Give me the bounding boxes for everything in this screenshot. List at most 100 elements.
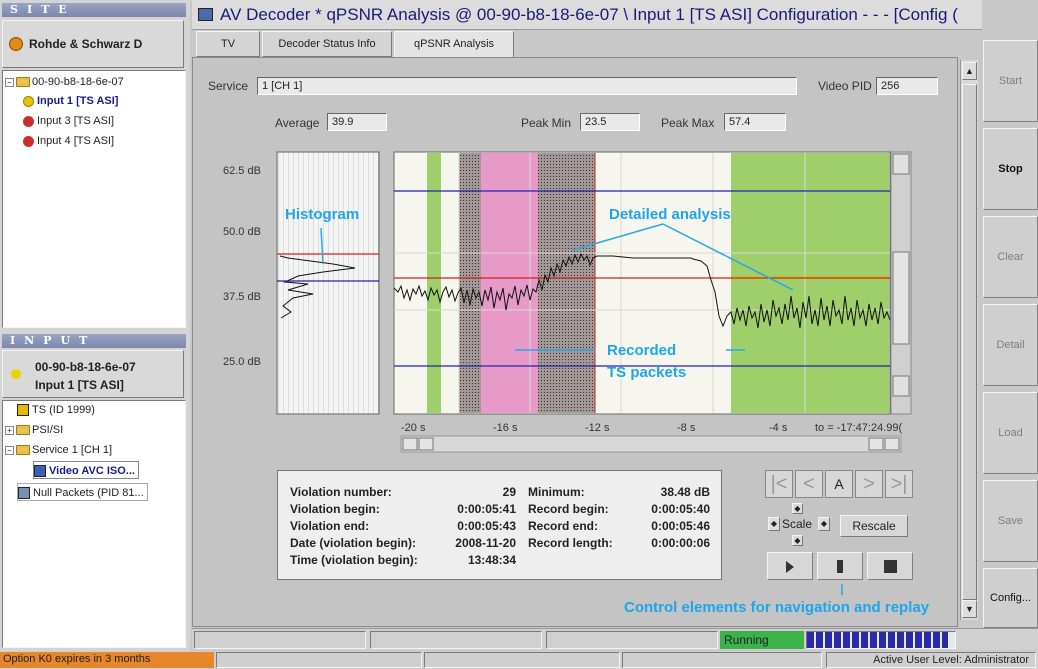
scroll-thumb[interactable] [962, 84, 977, 600]
selected-site-label: Rohde & Schwarz D [29, 37, 143, 51]
selected-input-line1: 00-90-b8-18-6e-07 [35, 360, 136, 374]
grey-band [459, 153, 481, 413]
scroll-left-icon[interactable] [418, 437, 434, 451]
site-tree: − 00-90-b8-18-6e-07 Input 1 [TS ASI] Inpu… [2, 70, 186, 328]
tab-tv[interactable]: TV [196, 31, 260, 57]
scroll-left-fast-icon[interactable] [402, 437, 418, 451]
x-tick-label: -4 s [769, 422, 788, 434]
green-band [427, 153, 441, 413]
tree-node[interactable]: − Service 1 [CH 1] [5, 441, 112, 459]
nav-prev-button[interactable]: < [795, 470, 823, 498]
tree-node-label: Video AVC ISO... [49, 465, 135, 477]
load-button[interactable]: Load [983, 392, 1038, 474]
selected-input-line2: Input 1 [TS ASI] [35, 378, 124, 392]
nav-first-button[interactable]: |< [765, 470, 793, 498]
peak-max-label: Peak Max [661, 116, 715, 130]
folder-icon [16, 77, 30, 88]
tree-node-label: Input 3 [TS ASI] [37, 115, 115, 127]
tab-decoder-status-info[interactable]: Decoder Status Info [262, 31, 392, 57]
violation-end-label: Violation end: [290, 519, 370, 533]
tree-node[interactable]: + PSI/SI [5, 421, 63, 439]
chart-scroll-thumb[interactable] [892, 251, 910, 345]
expand-icon[interactable]: + [5, 425, 14, 435]
scroll-right-icon[interactable] [868, 437, 884, 451]
pause-icon [837, 560, 843, 573]
tree-node[interactable]: Input 3 [TS ASI] [23, 112, 114, 130]
callout-line [662, 223, 794, 291]
controls-callout: Control elements for navigation and repl… [624, 584, 930, 616]
minimum-value: 38.48 dB [660, 485, 710, 499]
status-cell [622, 652, 822, 668]
left-panel: SITE Rohde & Schwarz D − 00-90-b8-18-6e-0… [0, 0, 190, 651]
tree-node-selected[interactable]: Input 1 [TS ASI] [23, 92, 118, 110]
qpsnr-chart: 62.5 dB 50.0 dB 37.5 dB 25.0 dB -20 s -1… [223, 151, 912, 453]
violation-time-label: Time (violation begin): [290, 553, 418, 567]
chart-horizontal-scrollbar[interactable] [400, 435, 902, 453]
chart-scroll-down-icon[interactable] [892, 375, 910, 397]
save-button[interactable]: Save [983, 480, 1038, 562]
play-button[interactable] [767, 552, 813, 580]
ts-icon [17, 404, 29, 417]
scroll-up-icon[interactable]: ▲ [962, 62, 977, 80]
minimum-label: Minimum: [528, 485, 585, 499]
option-expiry-notice: Option K0 expires in 3 months [0, 652, 214, 668]
folder-icon [16, 445, 30, 456]
callout-line [572, 223, 664, 251]
status-cell [194, 631, 366, 649]
tree-node[interactable]: − 00-90-b8-18-6e-07 [5, 73, 124, 91]
collapse-icon[interactable]: − [5, 445, 14, 455]
selected-input[interactable]: 00-90-b8-18-6e-07 Input 1 [TS ASI] [2, 350, 184, 398]
collapse-icon[interactable]: − [5, 77, 14, 87]
status-cell [370, 631, 542, 649]
rescale-button[interactable]: Rescale [840, 515, 908, 537]
scale-down-icon[interactable]: ◆ [792, 535, 803, 546]
scroll-right-fast-icon[interactable] [884, 437, 900, 451]
violation-number-value: 29 [502, 485, 516, 499]
scale-label: Scale [782, 517, 813, 531]
start-button[interactable]: Start [983, 40, 1038, 122]
clear-button[interactable]: Clear [983, 216, 1038, 298]
ok-status-icon [23, 95, 34, 107]
tree-node-label: Input 1 [TS ASI] [37, 95, 119, 107]
qpsnr-trace [393, 252, 891, 329]
detail-button[interactable]: Detail [983, 304, 1038, 386]
nav-next-button[interactable]: > [855, 470, 883, 498]
selected-site[interactable]: Rohde & Schwarz D [2, 20, 184, 68]
service-field: 1 [CH 1] [257, 77, 797, 95]
tree-node-selected[interactable]: Video AVC ISO... [33, 461, 139, 479]
scale-up-icon[interactable]: ◆ [792, 503, 803, 514]
peak-max-field: 57.4 [724, 113, 786, 131]
scale-right-icon[interactable]: ◆ [818, 517, 830, 531]
stop-button[interactable]: Stop [983, 128, 1038, 210]
chart-scroll-up-icon[interactable] [892, 153, 910, 175]
nav-auto-button[interactable]: A [825, 470, 853, 498]
pink-band [481, 153, 538, 413]
tree-node[interactable]: Input 4 [TS ASI] [23, 132, 114, 150]
scale-left-icon[interactable]: ◆ [768, 517, 780, 531]
violation-begin-label: Violation begin: [290, 502, 380, 516]
stop-icon [884, 560, 897, 573]
tree-node-label: Service 1 [CH 1] [32, 444, 113, 456]
record-begin-value: 0:00:05:40 [651, 502, 710, 516]
tab-qpsnr-analysis[interactable]: qPSNR Analysis [394, 31, 514, 57]
progress-bar [806, 631, 956, 649]
config-button[interactable]: Config... [983, 568, 1038, 628]
x-tick-label: to = -17:47:24.99( [815, 422, 902, 434]
average-field: 39.9 [327, 113, 387, 131]
peak-min-field: 23.5 [580, 113, 640, 131]
tree-node[interactable]: Null Packets (PID 81... [17, 483, 148, 501]
stop-playback-button[interactable] [867, 552, 913, 580]
tree-node[interactable]: TS (ID 1999) [17, 401, 95, 419]
y-tick-label: 50.0 dB [223, 226, 261, 238]
record-end-label: Record end: [528, 519, 599, 533]
video-pid-label: Video PID [818, 79, 872, 93]
main-scrollbar[interactable]: ▲ ▼ [960, 60, 978, 620]
window-icon [198, 8, 213, 21]
nav-last-button[interactable]: >| [885, 470, 913, 498]
scroll-down-icon[interactable]: ▼ [962, 600, 977, 618]
y-tick-label: 37.5 dB [223, 291, 261, 303]
pause-button[interactable] [817, 552, 863, 580]
average-label: Average [275, 116, 320, 130]
violation-date-value: 2008-11-20 [455, 536, 516, 550]
ts-packets-annotation: TS packets [607, 364, 686, 381]
